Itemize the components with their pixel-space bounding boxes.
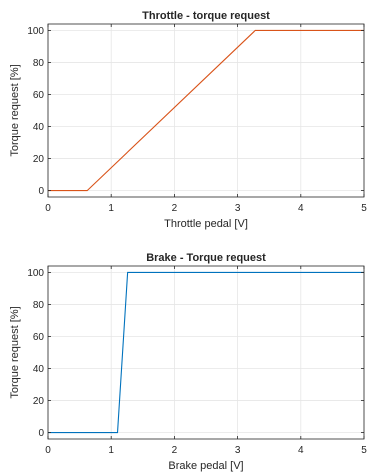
x-axis-label: Throttle pedal [V] <box>164 218 248 230</box>
chart-title: Throttle - torque request <box>142 10 270 22</box>
y-tick-label: 0 <box>38 428 44 439</box>
plot-area <box>48 24 364 197</box>
x-tick-label: 3 <box>235 445 241 456</box>
y-tick-label: 80 <box>33 300 45 311</box>
x-tick-label: 0 <box>45 445 51 456</box>
y-axis-label: Torque request [%] <box>9 306 21 398</box>
y-tick-label: 60 <box>33 90 45 101</box>
x-tick-label: 5 <box>361 445 367 456</box>
plot-area <box>48 266 364 439</box>
x-axis-label: Brake pedal [V] <box>168 460 243 472</box>
axes-box <box>47 265 365 440</box>
y-tick-label: 100 <box>27 268 44 279</box>
axes-box <box>47 23 365 198</box>
x-tick-label: 5 <box>361 203 367 214</box>
chart-2: 0 1 2 3 4 5 0 20 40 60 80 100 Brake - Torque request… <box>9 252 367 472</box>
x-tick-label: 4 <box>298 445 304 456</box>
x-tick-label: 1 <box>108 445 114 456</box>
series-line-1 <box>48 29 364 192</box>
y-tick-label: 60 <box>33 332 45 343</box>
x-tick-label: 3 <box>235 203 241 214</box>
x-tick-label: 2 <box>172 203 178 214</box>
chart-title: Brake - Torque request <box>146 252 266 264</box>
y-tick-label: 80 <box>33 58 45 69</box>
x-tick-label: 2 <box>172 445 178 456</box>
x-tick-label: 0 <box>45 203 51 214</box>
y-tick-label: 40 <box>33 122 45 133</box>
y-tick-label: 100 <box>27 26 44 37</box>
x-tick-label: 4 <box>298 203 304 214</box>
chart-1: 0 1 2 3 4 5 0 20 40 60 80 100 Throttle - torque requ… <box>9 10 367 230</box>
y-axis-label: Torque request [%] <box>9 64 21 156</box>
x-tick-label: 1 <box>108 203 114 214</box>
series-line-1 <box>48 271 364 434</box>
y-tick-label: 40 <box>33 364 45 375</box>
y-tick-label: 20 <box>33 396 45 407</box>
y-tick-label: 0 <box>38 186 44 197</box>
y-tick-label: 20 <box>33 154 45 165</box>
